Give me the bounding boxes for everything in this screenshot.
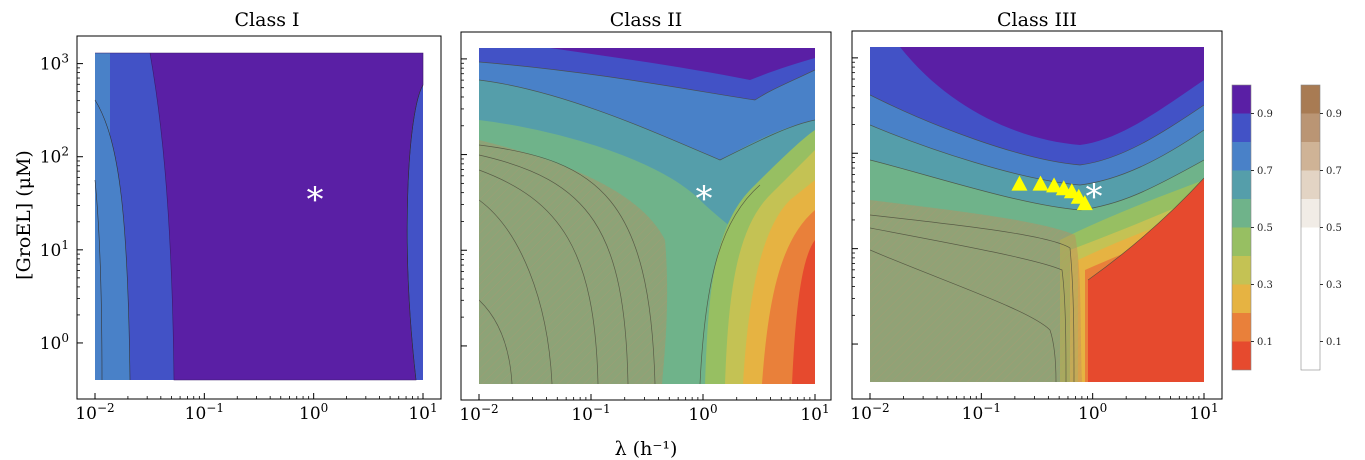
y-tick-label: 103 bbox=[40, 52, 69, 75]
y-tick-label: 101 bbox=[40, 238, 69, 261]
colorbar-tick-label: 0.1 bbox=[1326, 337, 1342, 348]
x-tick-label: 100 bbox=[1078, 401, 1107, 424]
axes-frame-3 bbox=[851, 30, 1223, 400]
colorbar-tick-label: 0.9 bbox=[1257, 109, 1273, 120]
colorbar-segment bbox=[1301, 113, 1320, 142]
colorbar-tick-label: 0.5 bbox=[1326, 223, 1342, 234]
colorbar-segment bbox=[1301, 313, 1320, 342]
x-tick-label: 101 bbox=[408, 401, 437, 424]
x-tick-label: 10−1 bbox=[571, 402, 610, 425]
star-marker-3: * bbox=[1086, 177, 1103, 217]
triangle-marker bbox=[1046, 177, 1063, 193]
colorbar-segment bbox=[1232, 199, 1251, 228]
colorbar-segment bbox=[1232, 142, 1251, 171]
x-axis-label: λ (h⁻¹) bbox=[615, 438, 678, 460]
colorbar-tick-label: 0.7 bbox=[1326, 166, 1342, 177]
x-tick-label: 10−2 bbox=[75, 401, 114, 424]
contour-lines-3 bbox=[870, 94, 1204, 382]
colorbar-segment bbox=[1301, 284, 1320, 313]
colorbar-segment bbox=[1301, 341, 1320, 370]
colorbar-segment bbox=[1232, 170, 1251, 199]
colorbar-segment bbox=[1232, 256, 1251, 285]
overlay-hatch-2 bbox=[479, 140, 668, 384]
triangle-marker bbox=[1011, 175, 1028, 191]
colorbar-tick-label: 0.3 bbox=[1326, 280, 1342, 291]
contour-line-1b bbox=[94, 99, 131, 381]
colorbar-segment bbox=[1232, 341, 1251, 370]
x-tick-label: 100 bbox=[688, 402, 717, 425]
x-tick-label: 101 bbox=[1189, 401, 1218, 424]
colorbar-segment bbox=[1301, 199, 1320, 228]
colorbar-segment bbox=[1301, 85, 1320, 114]
panel-class-iii: * bbox=[851, 30, 1223, 400]
star-marker-2: * bbox=[696, 179, 713, 219]
colorbar-segment bbox=[1301, 142, 1320, 171]
x-tick-label: 101 bbox=[800, 402, 829, 425]
panel-class-i: * bbox=[76, 35, 442, 400]
colorbar-segment bbox=[1301, 170, 1320, 199]
colorbar-segment bbox=[1301, 256, 1320, 285]
panel-class-ii: * bbox=[460, 31, 832, 401]
axes-frame-1 bbox=[76, 35, 442, 400]
contour-level-0.9-3 bbox=[870, 47, 1204, 145]
colorbar-segment bbox=[1232, 227, 1251, 256]
colorbar-tick-label: 0.5 bbox=[1257, 223, 1273, 234]
contour-level-0.1-2 bbox=[792, 240, 815, 384]
triangle-marker bbox=[1076, 195, 1093, 211]
contour-line-1c bbox=[406, 84, 424, 381]
star-marker-1: * bbox=[307, 180, 324, 220]
colorbar-tick-label: 0.3 bbox=[1257, 280, 1273, 291]
colorbar-segment bbox=[1232, 313, 1251, 342]
contour-level-0.7-left bbox=[95, 100, 130, 380]
y-axis-label: [GroEL] (μM) bbox=[13, 150, 35, 280]
colorbar-tick-label: 0.7 bbox=[1257, 166, 1273, 177]
triangle-marker bbox=[1032, 175, 1049, 191]
triangle-markers-3 bbox=[1011, 175, 1093, 211]
y-tick-label: 102 bbox=[40, 145, 69, 168]
x-tick-label: 10−2 bbox=[459, 402, 498, 425]
contour-level-0.9-2 bbox=[550, 48, 815, 80]
colorbar-overlay: 0.9 0.7 0.5 0.3 0.1 bbox=[1300, 84, 1342, 371]
contour-lines-2 bbox=[479, 61, 815, 384]
colorbar-tick-label: 0.1 bbox=[1257, 337, 1273, 348]
colorbar-segment bbox=[1232, 113, 1251, 142]
colorbar-fraction: 0.9 0.7 0.5 0.3 0.1 bbox=[1231, 84, 1273, 371]
overlay-hatch-3 bbox=[870, 200, 1082, 382]
colorbar-tick-label: 0.9 bbox=[1326, 109, 1342, 120]
panel-title-class-iii: Class III bbox=[997, 9, 1077, 31]
x-tick-label: 10−1 bbox=[962, 401, 1001, 424]
colorbar-segment bbox=[1232, 284, 1251, 313]
panel-title-class-i: Class I bbox=[235, 9, 300, 31]
contour-level-0.1-3 bbox=[1088, 178, 1204, 382]
x-tick-label: 10−1 bbox=[185, 401, 224, 424]
contour-line-1a bbox=[94, 179, 103, 381]
x-tick-label: 10−2 bbox=[850, 401, 889, 424]
colorbar-segment bbox=[1301, 227, 1320, 256]
panel-title-class-ii: Class II bbox=[610, 9, 683, 31]
colorbar-segment bbox=[1232, 85, 1251, 114]
axis-ticks: 10−2 10−1 100 101 10−2 10−1 100 101 10−2 10−1 100 1… bbox=[40, 52, 1219, 425]
axes-frame-2 bbox=[460, 31, 832, 401]
y-tick-label: 100 bbox=[40, 331, 69, 354]
x-tick-label: 100 bbox=[299, 401, 328, 424]
